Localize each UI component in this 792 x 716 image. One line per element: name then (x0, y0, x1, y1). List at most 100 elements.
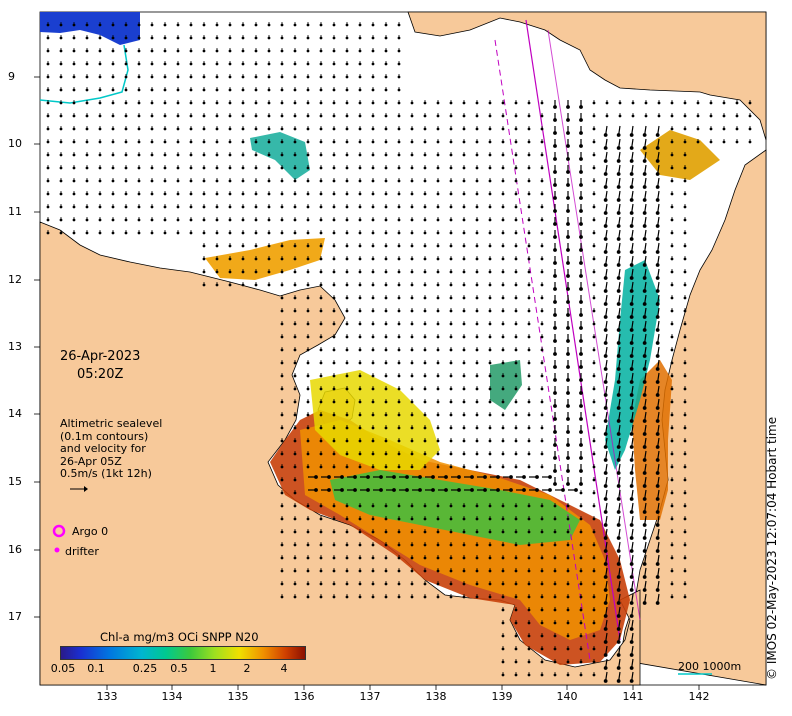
velocity-arrow-head (566, 235, 570, 239)
velocity-arrow-head (592, 582, 596, 586)
velocity-arrow-head (332, 595, 336, 599)
velocity-arrow-head (215, 244, 219, 248)
velocity-arrow-head (384, 114, 388, 118)
velocity-arrow-head (189, 62, 193, 66)
velocity-arrow-head (293, 309, 297, 313)
velocity-arrow-head (527, 283, 531, 287)
velocity-arrow-head (72, 218, 76, 222)
velocity-arrow-head (436, 361, 440, 365)
velocity-arrow-head (566, 660, 570, 664)
velocity-arrow-head (540, 361, 544, 365)
velocity-arrow-head (358, 426, 362, 430)
velocity-arrow-head (603, 497, 608, 501)
velocity-arrow-head (566, 530, 570, 534)
velocity-arrow-head (111, 179, 115, 183)
velocity-arrow-head (501, 634, 505, 638)
velocity-arrow-head (397, 452, 401, 456)
velocity-arrow-head (358, 374, 362, 378)
velocity-arrow-head (423, 140, 427, 144)
velocity-arrow-head (566, 443, 570, 447)
velocity-arrow-head (449, 374, 453, 378)
velocity-arrow-head (683, 400, 687, 404)
velocity-arrow-head (553, 582, 557, 586)
velocity-arrow-head (332, 387, 336, 391)
velocity-arrow-head (423, 595, 427, 599)
velocity-arrow-head (410, 205, 414, 209)
velocity-arrow-head (496, 488, 500, 492)
velocity-arrow-head (540, 231, 544, 235)
velocity-arrow-head (280, 88, 284, 92)
velocity-arrow-head (655, 263, 660, 267)
velocity-arrow-head (462, 569, 466, 573)
velocity-arrow-head (462, 296, 466, 300)
velocity-arrow-head (488, 465, 492, 469)
velocity-arrow-head (405, 488, 409, 492)
velocity-arrow-head (553, 261, 557, 265)
velocity-arrow-head (553, 196, 557, 200)
velocity-arrow-head (629, 445, 634, 449)
velocity-arrow-head (629, 328, 634, 332)
velocity-arrow-head (629, 250, 634, 254)
velocity-arrow-head (293, 361, 297, 365)
velocity-arrow-head (332, 504, 336, 508)
velocity-arrow-head (501, 582, 505, 586)
velocity-arrow-head (371, 140, 375, 144)
velocity-arrow-head (566, 456, 570, 460)
velocity-arrow-head (397, 595, 401, 599)
velocity-arrow-head (267, 88, 271, 92)
velocity-arrow-head (319, 231, 323, 235)
velocity-arrow-head (293, 257, 297, 261)
velocity-arrow-head (603, 172, 608, 176)
velocity-arrow-head (345, 413, 349, 417)
velocity-arrow-head (202, 244, 206, 248)
velocity-arrow-head (683, 114, 687, 118)
velocity-arrow-head (397, 88, 401, 92)
velocity-arrow-head (540, 400, 544, 404)
velocity-arrow-head (655, 198, 660, 202)
velocity-arrow-head (423, 127, 427, 131)
velocity-arrow-head (449, 387, 453, 391)
velocity-arrow-head (579, 209, 583, 213)
velocity-arrow-head (319, 530, 323, 534)
velocity-arrow-head (527, 543, 531, 547)
velocity-arrow-head (436, 153, 440, 157)
velocity-arrow-head (345, 88, 349, 92)
velocity-arrow-head (85, 62, 89, 66)
velocity-arrow-head (553, 647, 557, 651)
velocity-arrow-head (267, 283, 271, 287)
lon-label-137: 137 (359, 690, 381, 703)
velocity-arrow-head (527, 218, 531, 222)
velocity-arrow-head (527, 205, 531, 209)
velocity-arrow-head (319, 595, 323, 599)
velocity-arrow-head (475, 153, 479, 157)
velocity-arrow-head (431, 475, 435, 479)
velocity-arrow-head (449, 218, 453, 222)
velocity-arrow-head (553, 430, 557, 434)
velocity-arrow-head (566, 582, 570, 586)
velocity-arrow-head (371, 452, 375, 456)
velocity-arrow-head (655, 562, 660, 566)
velocity-arrow-head (345, 348, 349, 352)
velocity-arrow-head (709, 114, 713, 118)
velocity-arrow-head (748, 140, 752, 144)
velocity-arrow-head (514, 166, 518, 170)
velocity-arrow-head (59, 153, 63, 157)
velocity-arrow-head (215, 49, 219, 53)
velocity-arrow-head (293, 530, 297, 534)
velocity-arrow-head (397, 582, 401, 586)
velocity-arrow-head (592, 322, 596, 326)
velocity-arrow-head (553, 339, 557, 343)
velocity-arrow-head (293, 153, 297, 157)
velocity-arrow-head (137, 23, 141, 27)
velocity-arrow-head (501, 322, 505, 326)
velocity-arrow-head (553, 673, 557, 677)
velocity-arrow-head (642, 185, 647, 189)
velocity-arrow-head (436, 582, 440, 586)
velocity-arrow-head (644, 101, 648, 105)
velocity-arrow-head (488, 244, 492, 248)
velocity-arrow-head (449, 270, 453, 274)
velocity-arrow-head (306, 322, 310, 326)
velocity-arrow-head (345, 361, 349, 365)
velocity-arrow-head (527, 348, 531, 352)
velocity-arrow-head (319, 452, 323, 456)
